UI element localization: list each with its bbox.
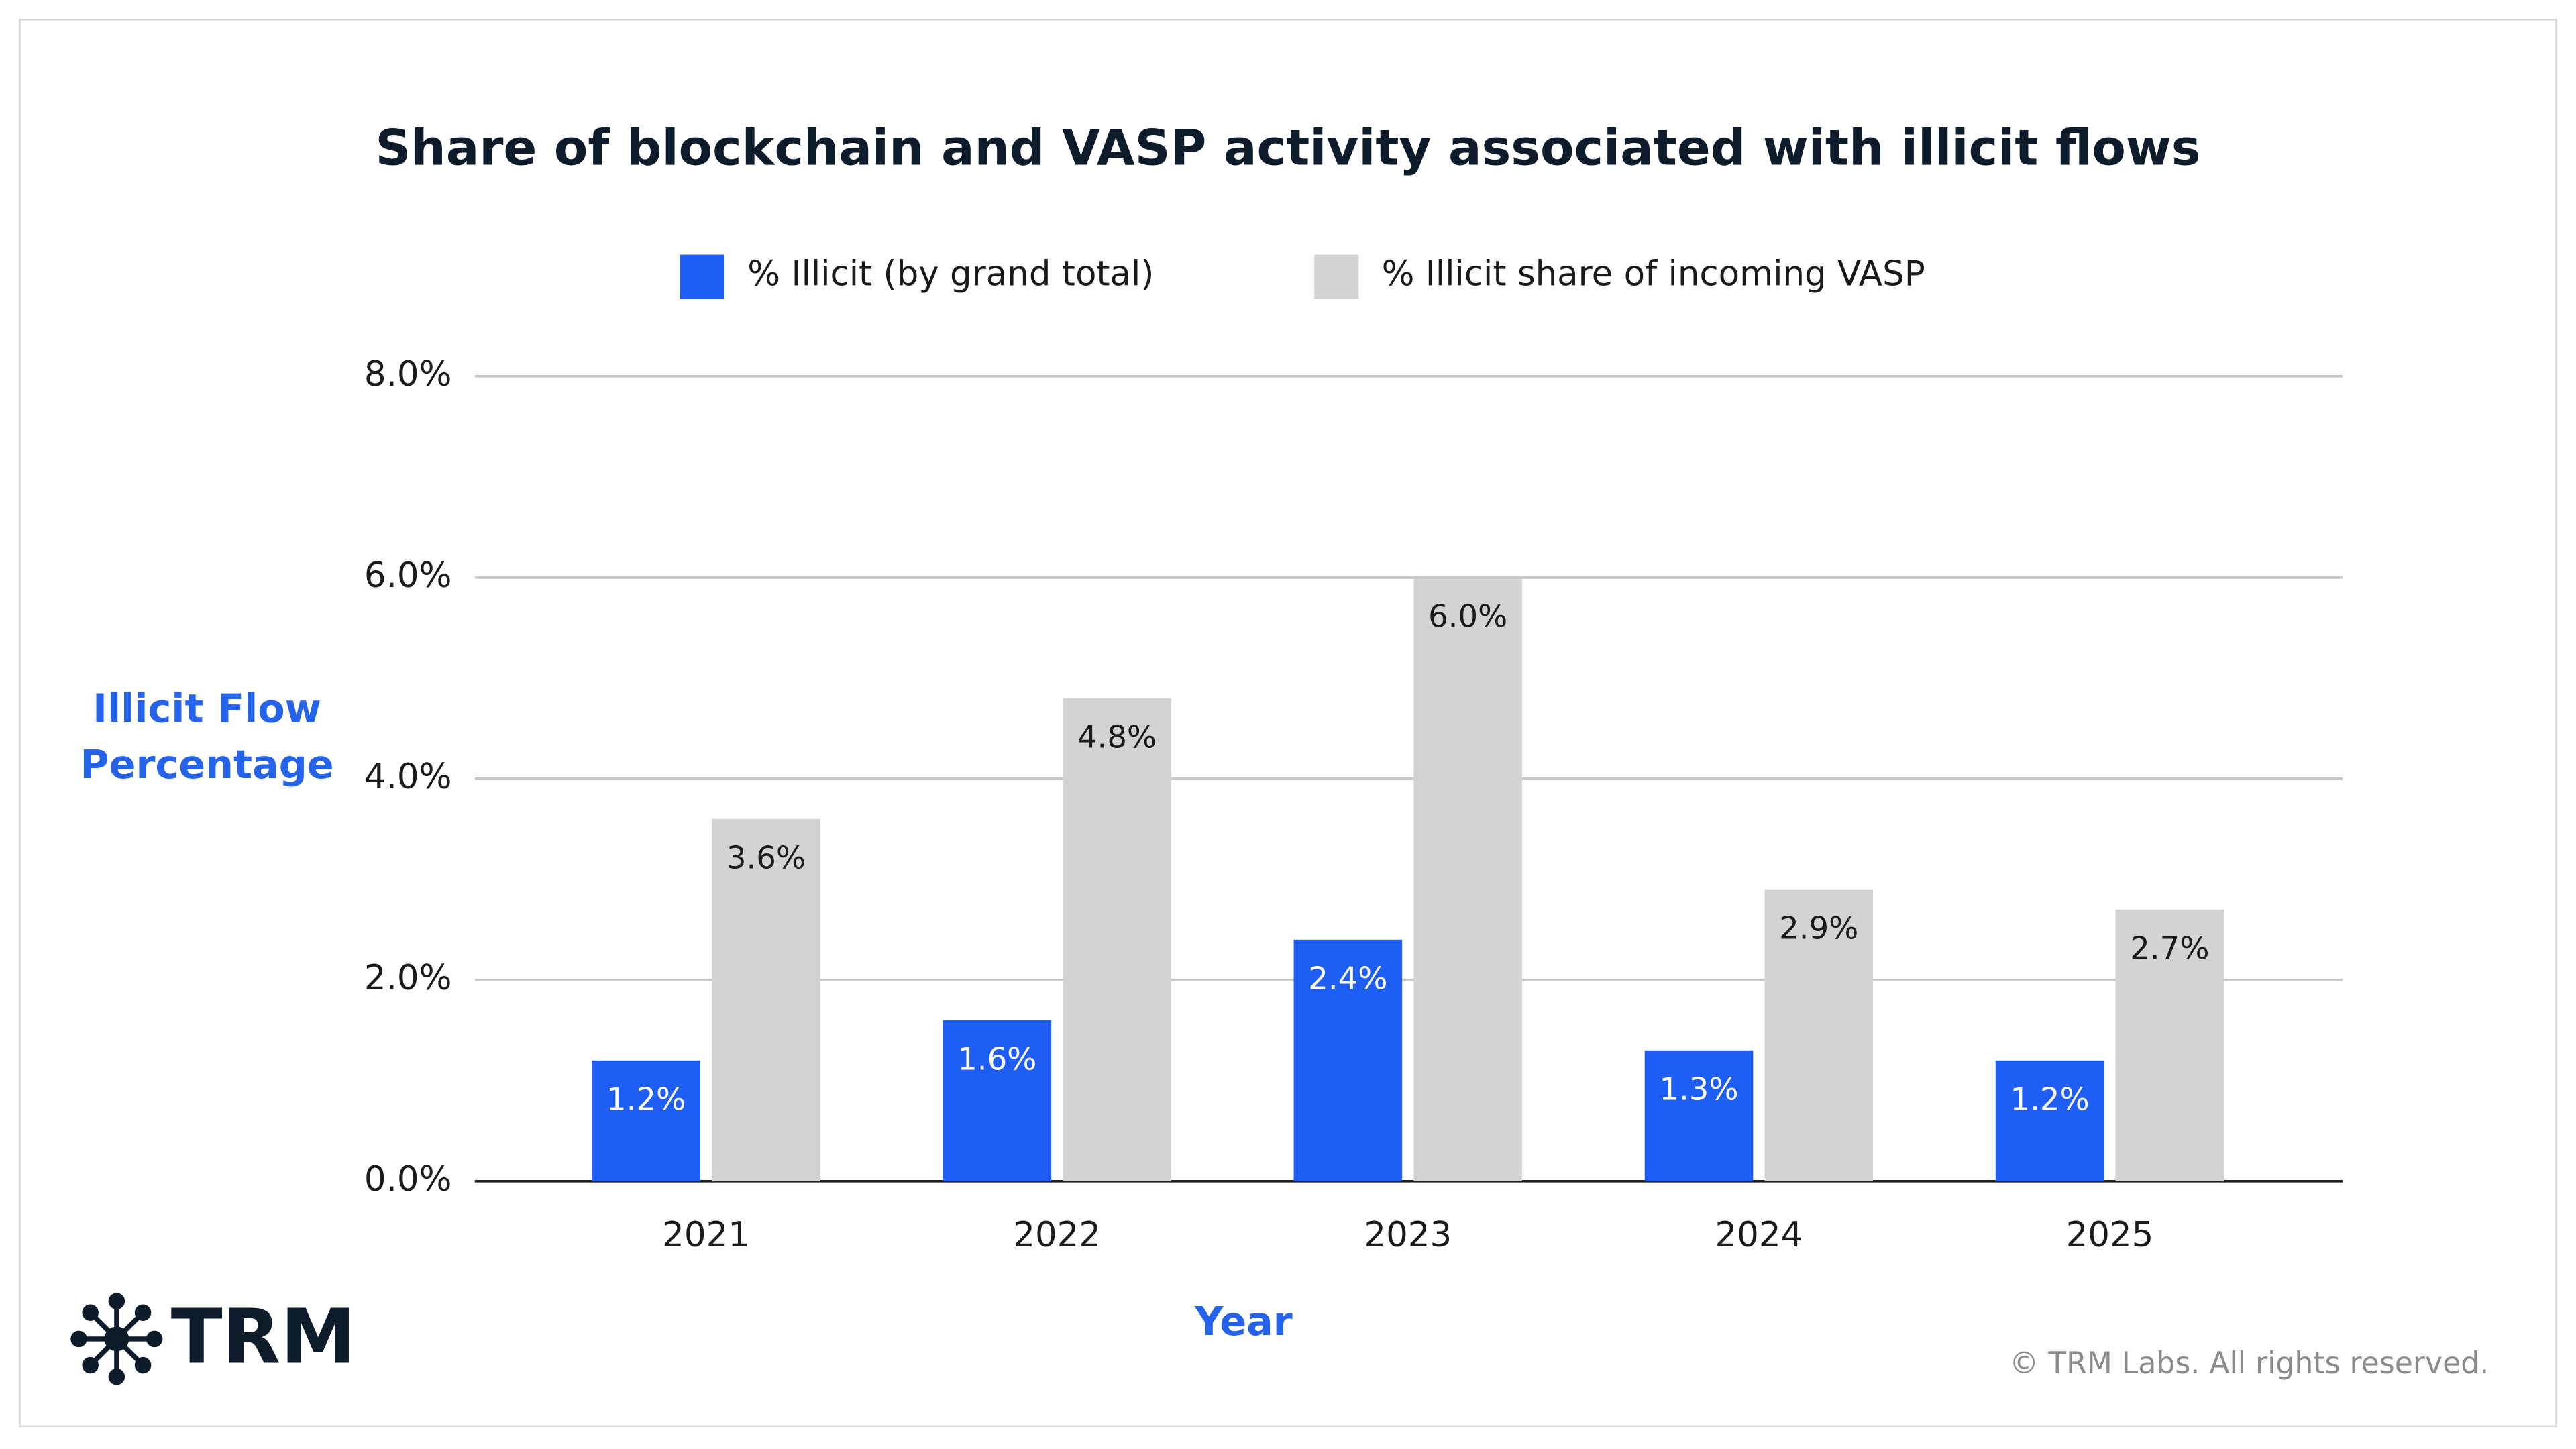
- copyright: © TRM Labs. All rights reserved.: [2009, 1346, 2489, 1381]
- chart-title: Share of blockchain and VASP activity as…: [376, 119, 2201, 176]
- y-tick-label: 6.0%: [364, 555, 452, 596]
- y-axis-label: Percentage: [80, 741, 334, 788]
- x-tick-label: 2021: [662, 1215, 750, 1255]
- y-tick-label: 0.0%: [364, 1159, 452, 1199]
- data-label: 1.2%: [606, 1081, 686, 1118]
- data-label: 1.3%: [1659, 1071, 1738, 1108]
- data-label: 1.6%: [957, 1041, 1036, 1077]
- legend-label: % Illicit (by grand total): [747, 254, 1154, 294]
- bar: [592, 1060, 700, 1181]
- bar: [1995, 1060, 2104, 1181]
- bar: [1413, 577, 1522, 1181]
- y-axis-label: Illicit Flow: [93, 686, 321, 732]
- data-label: 4.8%: [1077, 719, 1157, 755]
- y-tick-label: 4.0%: [364, 757, 452, 797]
- bar: [1063, 698, 1171, 1181]
- x-tick-label: 2024: [1715, 1215, 1803, 1255]
- bar: [1764, 889, 1874, 1181]
- data-label: 1.2%: [2010, 1081, 2089, 1118]
- x-tick-label: 2022: [1013, 1215, 1101, 1255]
- y-tick-label: 8.0%: [364, 354, 452, 394]
- frame: [19, 19, 2557, 1427]
- bar: [2115, 909, 2224, 1181]
- data-label: 6.0%: [1428, 598, 1507, 635]
- bar: [1644, 1050, 1754, 1181]
- x-tick-label: 2025: [2066, 1215, 2154, 1255]
- y-tick-label: 2.0%: [364, 958, 452, 998]
- legend-swatch: [1314, 254, 1359, 299]
- legend-label: % Illicit share of incoming VASP: [1382, 254, 1925, 294]
- x-tick-label: 2023: [1364, 1215, 1452, 1255]
- logo-icon: [70, 1293, 163, 1385]
- logo-text: TRM: [171, 1293, 356, 1381]
- data-label: 2.7%: [2130, 930, 2209, 967]
- bar: [712, 818, 820, 1181]
- legend-swatch: [680, 254, 724, 299]
- data-label: 2.9%: [1779, 910, 1858, 947]
- data-label: 3.6%: [727, 840, 806, 876]
- data-label: 2.4%: [1308, 961, 1387, 997]
- bar: [1293, 939, 1403, 1181]
- bar: [943, 1020, 1052, 1181]
- x-axis-label: Year: [1194, 1298, 1293, 1344]
